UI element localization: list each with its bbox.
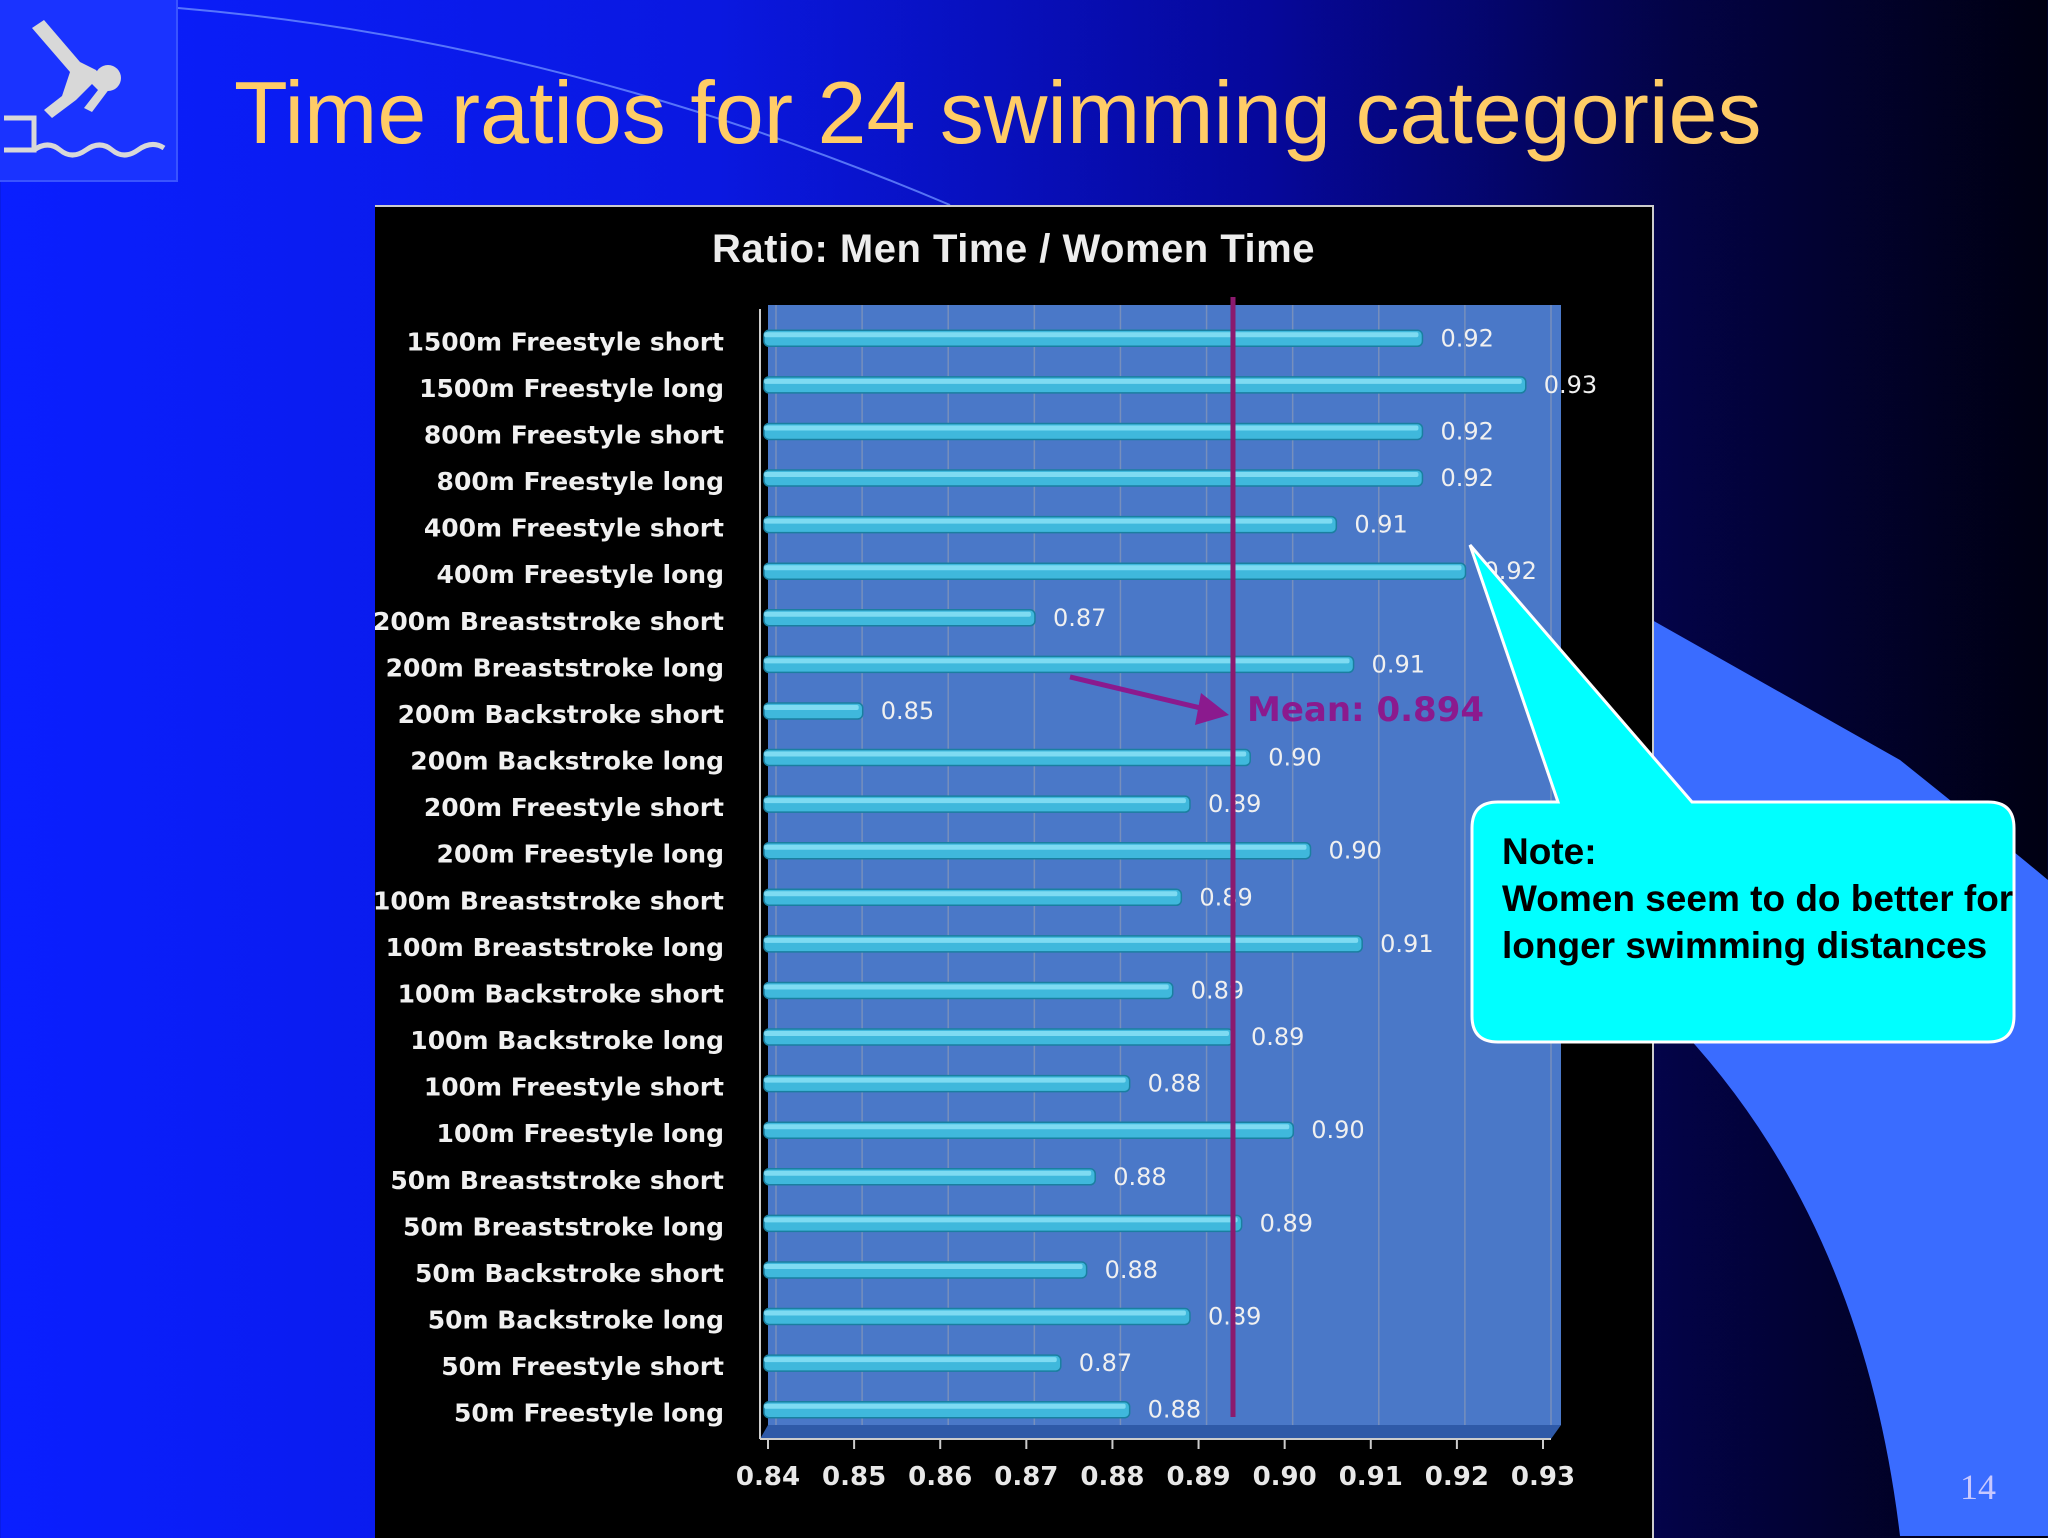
data-label: 0.89 [1260,1209,1313,1237]
category-label: 50m Freestyle short [441,1352,724,1381]
category-label: 50m Backstroke short [415,1259,724,1288]
category-label: 400m Freestyle short [424,514,724,543]
data-label: 0.89 [1199,883,1252,911]
category-label: 200m Freestyle long [437,840,724,869]
mean-arrow-head [1195,692,1229,725]
mean-arrow [1069,674,1214,714]
plot-area [768,305,1561,1425]
bar-highlight [764,751,1247,757]
chart-title: Ratio: Men Time / Women Time [712,227,1315,271]
bar-highlight [764,425,1419,431]
bar-chart: 0.84 0.85 0.86 0.87 0.88 0.89 0.90 0.91 0.92 0.93… [375,297,1597,1492]
x-tick-label: 0.89 [1166,1462,1230,1492]
data-label: 0.90 [1329,837,1382,865]
bar-highlight [764,1124,1290,1130]
bar-highlight [764,844,1307,850]
x-tick-label: 0.91 [1339,1462,1403,1492]
swimmer-diving-icon [0,0,178,182]
data-label: 0.92 [1484,557,1537,585]
category-label: 100m Backstroke long [410,1026,724,1055]
category-label: 100m Breaststroke short [375,886,724,915]
x-tick-label: 0.93 [1511,1462,1575,1492]
data-label: 0.91 [1372,650,1425,678]
data-label: 0.89 [1191,976,1244,1004]
category-label: 200m Breaststroke long [386,653,724,682]
bar-highlight [764,332,1419,338]
category-label: 50m Freestyle long [454,1399,724,1428]
data-label: 0.93 [1544,371,1597,399]
category-label: 50m Breaststroke short [390,1166,724,1195]
x-tick-label: 0.87 [994,1462,1058,1492]
category-label: 50m Backstroke long [428,1306,724,1335]
data-label: 0.88 [1148,1396,1201,1424]
data-label: 0.90 [1311,1116,1364,1144]
bar-highlight [764,1357,1057,1363]
data-label: 0.92 [1440,324,1493,352]
bar-highlight [764,518,1333,524]
bar-highlight [764,984,1169,990]
category-label: 50m Breaststroke long [403,1212,724,1241]
bar-highlight [764,1263,1083,1269]
slide-title: Time ratios for 24 swimming categories [234,63,1762,162]
bar-highlight [764,937,1359,943]
bar-highlight [764,658,1350,664]
data-label: 0.87 [1079,1349,1132,1377]
x-tick-label: 0.88 [1080,1462,1144,1492]
bar-highlight [764,1170,1092,1176]
bar-highlight [764,891,1178,897]
x-tick-label: 0.84 [736,1462,800,1492]
callout-text: Women seem to do better for longer swimm… [1502,878,2014,966]
plot-floor [760,1425,1561,1439]
bar-highlight [764,1031,1229,1037]
data-label: 0.91 [1354,511,1407,539]
bar-highlight [764,472,1419,478]
category-label: 200m Breaststroke short [375,607,724,636]
bar-highlight [764,1217,1238,1223]
data-label: 0.88 [1148,1070,1201,1098]
data-label: 0.91 [1380,930,1433,958]
callout-heading: Note: [1502,831,1597,872]
category-label: 100m Freestyle short [424,1073,724,1102]
bar-highlight [764,1310,1186,1316]
data-label: 0.88 [1113,1163,1166,1191]
x-tick-label: 0.90 [1253,1462,1317,1492]
page-number: 14 [1960,1467,1996,1507]
category-label: 200m Freestyle short [424,793,724,822]
bar-highlight [764,1403,1126,1409]
category-label: 1500m Freestyle long [419,374,724,403]
bar-highlight [764,378,1522,384]
bar-highlight [764,1077,1126,1083]
bar-highlight [764,798,1186,804]
category-label: 200m Backstroke long [410,747,724,776]
category-label: 400m Freestyle long [437,560,724,589]
data-label: 0.88 [1105,1256,1158,1284]
category-label: 100m Breaststroke long [386,933,724,962]
data-label: 0.89 [1251,1023,1304,1051]
category-label: 800m Freestyle short [424,420,724,449]
category-label: 100m Freestyle long [437,1119,724,1148]
chart-panel: Ratio: Men Time / Women Time 0.84 0.85 0.8… [375,205,1654,1538]
category-label: 800m Freestyle long [437,467,724,496]
data-label: 0.92 [1440,417,1493,445]
callout-note: Note: Women seem to do better for longer… [1502,828,2022,969]
data-label: 0.90 [1268,744,1321,772]
x-tick-label: 0.92 [1425,1462,1489,1492]
bar-highlight [764,611,1031,617]
data-label: 0.92 [1440,464,1493,492]
x-tick-label: 0.86 [908,1462,972,1492]
data-label: 0.87 [1053,604,1106,632]
category-label: 100m Backstroke short [398,979,724,1008]
mean-label: Mean: 0.894 [1247,690,1484,730]
bar-highlight [764,704,859,710]
category-label: 200m Backstroke short [398,700,724,729]
category-label: 1500m Freestyle short [406,327,724,356]
bar-highlight [764,565,1462,571]
data-label: 0.85 [881,697,934,725]
x-tick-label: 0.85 [822,1462,886,1492]
